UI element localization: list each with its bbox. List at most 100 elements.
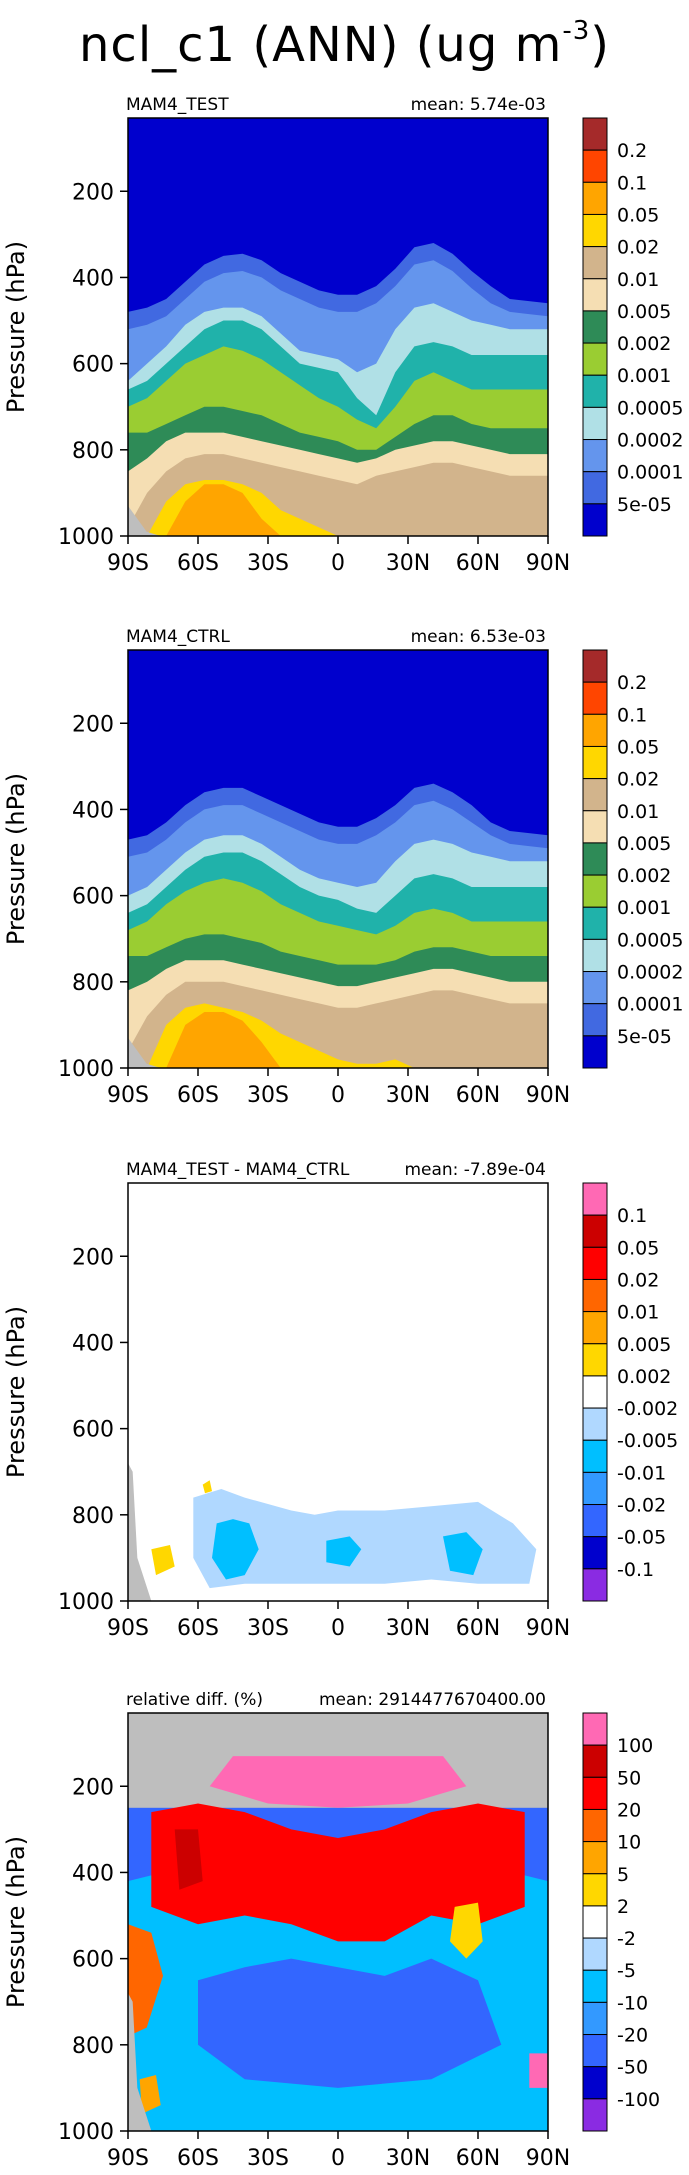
colorbar-label: 20 xyxy=(617,1799,641,1821)
panel-label-right: mean: 2914477670400.00 xyxy=(319,1690,546,1710)
x-tick-label: 60S xyxy=(177,2146,219,2171)
colorbar-swatch xyxy=(582,503,608,537)
colorbar-label: 0.01 xyxy=(617,1302,659,1324)
colorbar-swatch xyxy=(582,778,608,812)
colorbar-swatch xyxy=(582,2034,608,2068)
colorbar-swatch xyxy=(582,246,608,280)
x-tick-label: 30N xyxy=(386,551,430,576)
y-tick-label: 1000 xyxy=(58,1057,114,1082)
y-tick-label: 400 xyxy=(72,1331,114,1356)
colorbar-swatch xyxy=(582,117,608,151)
x-tick-label: 60S xyxy=(177,551,219,576)
x-tick-label: 30N xyxy=(386,1616,430,1641)
colorbar-label: 0.0005 xyxy=(617,397,683,419)
colorbar-swatch xyxy=(582,1311,608,1345)
contour-blob-4 xyxy=(443,1532,483,1576)
x-tick-label: 90S xyxy=(107,1616,149,1641)
colorbar-swatch xyxy=(582,906,608,940)
panel-label-left: MAM4_TEST - MAM4_CTRL xyxy=(126,1160,350,1180)
colorbar-label: 0.01 xyxy=(617,269,659,291)
x-tick-label: 90N xyxy=(526,551,570,576)
y-tick-label: 400 xyxy=(72,1861,114,1886)
colorbar-label: 0.005 xyxy=(617,1334,671,1356)
x-tick-label: 60N xyxy=(456,551,500,576)
y-tick-label: 200 xyxy=(72,180,114,205)
colorbar-swatch xyxy=(582,874,608,908)
y-tick-label: 1000 xyxy=(58,2120,114,2145)
colorbar-swatch xyxy=(582,713,608,747)
x-tick-label: 90N xyxy=(526,1616,570,1641)
y-tick-label: 1000 xyxy=(58,1590,114,1615)
contour-blob-6 xyxy=(450,1902,483,1959)
x-tick-label: 90S xyxy=(107,551,149,576)
colorbar-label: 0.0005 xyxy=(617,929,683,951)
x-tick-label: 90S xyxy=(107,1083,149,1108)
y-axis-label: Pressure (hPa) xyxy=(2,1836,30,2008)
colorbar-label: 0.05 xyxy=(617,204,659,226)
x-tick-label: 60N xyxy=(456,2146,500,2171)
colorbar-label: 0.02 xyxy=(617,1269,659,1291)
x-tick-label: 90N xyxy=(526,1083,570,1108)
colorbar-swatch xyxy=(582,1182,608,1216)
contour-blob-3 xyxy=(326,1536,362,1567)
panel-label-right: mean: 6.53e-03 xyxy=(411,627,546,647)
colorbar-swatch xyxy=(582,1937,608,1971)
panel-label-left: MAM4_CTRL xyxy=(126,627,230,647)
y-axis-label: Pressure (hPa) xyxy=(2,1306,30,1478)
colorbar-label: 5e-05 xyxy=(617,1026,672,1048)
y-tick-label: 400 xyxy=(72,798,114,823)
colorbar-label: 0.0001 xyxy=(617,994,683,1016)
colorbar-label: 0.01 xyxy=(617,801,659,823)
colorbar-swatch xyxy=(582,181,608,215)
colorbar-swatch xyxy=(582,1343,608,1377)
colorbar-label: 0.002 xyxy=(617,1366,671,1388)
colorbar-swatch xyxy=(582,1439,608,1473)
colorbar-label: 5 xyxy=(617,1864,629,1886)
x-tick-label: 30S xyxy=(247,2146,289,2171)
colorbar-label: -5 xyxy=(617,1960,636,1982)
colorbar-label: 0.1 xyxy=(617,1205,647,1227)
colorbar-swatch xyxy=(582,745,608,780)
colorbar-swatch xyxy=(582,1536,608,1570)
y-axis-label: Pressure (hPa) xyxy=(2,241,30,413)
colorbar-label: 0.005 xyxy=(617,833,671,855)
panel-label-left: MAM4_TEST xyxy=(126,95,229,115)
contour-blob-6 xyxy=(202,1480,212,1494)
title-exponent: -3 xyxy=(562,16,591,46)
y-tick-label: 800 xyxy=(72,1504,114,1529)
colorbar-swatch xyxy=(582,810,608,844)
colorbar-label: -0.02 xyxy=(617,1495,666,1517)
y-tick-label: 600 xyxy=(72,1418,114,1443)
contour-band-11 xyxy=(128,1012,548,1068)
colorbar-label: 0.2 xyxy=(617,140,647,162)
colorbar-swatch xyxy=(582,938,608,973)
colorbar-label: 0.0001 xyxy=(617,462,683,484)
colorbar-label: 5e-05 xyxy=(617,494,672,516)
x-tick-label: 30S xyxy=(247,1616,289,1641)
colorbar-label: 0.2 xyxy=(617,672,647,694)
colorbar-label: 0.002 xyxy=(617,333,671,355)
colorbar-label: -50 xyxy=(617,2057,648,2079)
colorbar-label: 0.05 xyxy=(617,1237,659,1259)
colorbar-swatch xyxy=(582,406,608,441)
colorbar-label: -0.005 xyxy=(617,1430,678,1452)
colorbar-label: 0.1 xyxy=(617,172,647,194)
x-tick-label: 30S xyxy=(247,1083,289,1108)
colorbar-swatch xyxy=(582,2001,608,2036)
panel-label-right: mean: -7.89e-04 xyxy=(404,1160,546,1180)
x-tick-label: 90S xyxy=(107,2146,149,2171)
colorbar-label: 0.0002 xyxy=(617,430,683,452)
colorbar-swatch xyxy=(582,681,608,715)
terrain-mask xyxy=(128,1463,152,1601)
colorbar-swatch xyxy=(582,1776,608,1810)
y-tick-label: 200 xyxy=(72,1775,114,1800)
x-tick-label: 30S xyxy=(247,551,289,576)
colorbar-swatch xyxy=(582,1003,608,1037)
colorbar-swatch xyxy=(582,1246,608,1280)
colorbar-label: 0.005 xyxy=(617,301,671,323)
x-tick-label: 90N xyxy=(526,2146,570,2171)
contour-blob-2 xyxy=(198,1958,502,2088)
y-tick-label: 400 xyxy=(72,266,114,291)
